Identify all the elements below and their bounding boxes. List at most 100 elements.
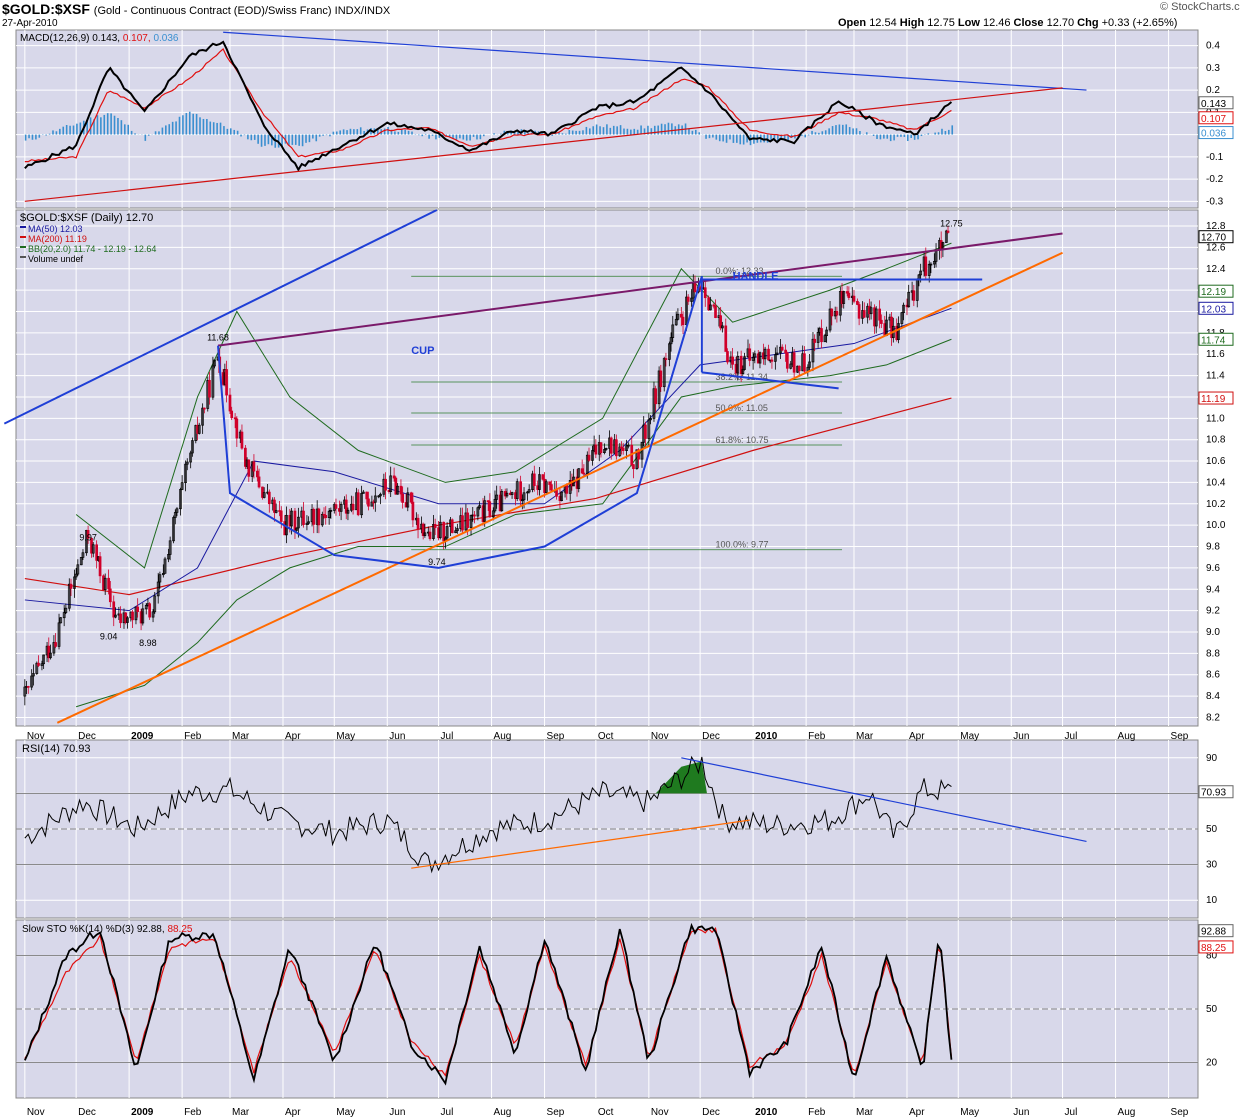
macd-histogram-bar bbox=[178, 116, 181, 135]
macd-histogram-bar bbox=[818, 132, 820, 135]
macd-histogram-bar bbox=[657, 125, 659, 135]
macd-histogram-bar bbox=[636, 129, 639, 135]
macd-histogram-bar bbox=[705, 134, 707, 139]
price-candle-body bbox=[686, 296, 690, 302]
macd-histogram-bar bbox=[913, 134, 916, 140]
price-candle-body bbox=[302, 510, 305, 525]
macd-histogram-bar bbox=[284, 134, 287, 144]
price-candle-body bbox=[932, 261, 936, 265]
macd-histogram-bar bbox=[773, 134, 776, 141]
fib-level-label: 61.8%: 10.75 bbox=[716, 435, 769, 445]
price-candle-body bbox=[690, 297, 693, 302]
price-candle-body bbox=[874, 308, 878, 327]
x-axis-label: Mar bbox=[856, 1107, 874, 1118]
price-candle-body bbox=[647, 419, 651, 439]
macd-histogram-bar bbox=[568, 130, 571, 135]
x-axis-label: Jul bbox=[1065, 731, 1078, 742]
macd-histogram-bar bbox=[824, 130, 827, 135]
price-candle-body bbox=[156, 581, 160, 597]
price-candle-body bbox=[62, 612, 66, 619]
x-axis-label: Dec bbox=[78, 1107, 96, 1118]
macd-histogram-bar bbox=[195, 113, 198, 135]
price-candle-body bbox=[520, 499, 524, 502]
price-ytick-label: 9.0 bbox=[1206, 627, 1220, 638]
price-legend-swatch bbox=[20, 256, 26, 258]
x-axis-label: Aug bbox=[494, 731, 512, 742]
price-candle-body bbox=[495, 494, 499, 500]
price-candle-body bbox=[603, 449, 606, 453]
x-axis-label: Jun bbox=[1013, 731, 1029, 742]
price-candle-body bbox=[897, 323, 900, 340]
macd-histogram-bar bbox=[96, 115, 99, 135]
price-candle-body bbox=[401, 493, 405, 503]
price-tag-box bbox=[1198, 391, 1234, 405]
price-candle-body bbox=[541, 474, 545, 480]
x-axis-label: Jul bbox=[441, 1107, 454, 1118]
price-candle-body bbox=[91, 544, 95, 554]
rsi-tag: 70.93 bbox=[1201, 788, 1226, 799]
price-candle-body bbox=[803, 353, 806, 372]
pattern-label: HANDLE bbox=[733, 270, 779, 282]
macd-histogram-bar bbox=[24, 134, 27, 141]
price-candle-body bbox=[163, 558, 167, 574]
macd-ytick-label: -0.2 bbox=[1206, 174, 1224, 185]
price-candle-body bbox=[351, 503, 355, 511]
rsi-ytick-label: 50 bbox=[1206, 824, 1218, 835]
macd-histogram-bar bbox=[100, 117, 102, 135]
macd-histogram-bar bbox=[305, 134, 307, 143]
x-axis-label: Sep bbox=[1171, 731, 1189, 742]
price-candle-body bbox=[491, 510, 495, 518]
macd-histogram-bar bbox=[161, 127, 164, 135]
macd-histogram-bar bbox=[445, 134, 447, 136]
macd-histogram-bar bbox=[725, 134, 728, 143]
price-candle-body bbox=[852, 295, 856, 302]
price-candle-body bbox=[47, 645, 51, 659]
macd-histogram-bar bbox=[387, 126, 389, 135]
price-candle-body bbox=[461, 515, 464, 531]
macd-histogram-bar bbox=[147, 134, 150, 136]
price-candle-body bbox=[519, 481, 522, 501]
price-candle-body bbox=[379, 493, 382, 497]
price-candle-body bbox=[433, 524, 437, 529]
price-candle-body bbox=[739, 355, 743, 375]
price-candle-body bbox=[476, 507, 480, 517]
price-candle-body bbox=[560, 491, 563, 501]
price-ytick-label: 8.8 bbox=[1206, 648, 1220, 659]
macd-histogram-bar bbox=[619, 125, 622, 135]
macd-histogram-bar bbox=[301, 134, 304, 147]
price-candle-body bbox=[644, 424, 647, 439]
macd-histogram-bar bbox=[831, 126, 834, 135]
macd-histogram-bar bbox=[31, 134, 34, 140]
macd-histogram-bar bbox=[595, 124, 598, 135]
macd-ytick-label: -0.3 bbox=[1206, 196, 1224, 207]
x-axis-label: Aug bbox=[494, 1107, 512, 1118]
price-candle-body bbox=[411, 501, 415, 521]
price-candle-body bbox=[527, 489, 531, 493]
price-candle-body bbox=[184, 463, 187, 484]
macd-histogram-bar bbox=[814, 132, 817, 135]
macd-histogram-bar bbox=[469, 134, 471, 141]
price-candle-body bbox=[312, 509, 316, 525]
macd-histogram-bar bbox=[38, 134, 41, 138]
macd-histogram-bar bbox=[318, 134, 321, 137]
macd-histogram-bar bbox=[28, 134, 30, 139]
price-candle-body bbox=[191, 440, 194, 454]
macd-histogram-bar bbox=[783, 134, 786, 140]
macd-panel-bg bbox=[15, 29, 1199, 209]
macd-histogram-bar bbox=[452, 134, 454, 139]
price-candle-body bbox=[293, 510, 297, 531]
macd-histogram-bar bbox=[315, 134, 318, 142]
price-legend-entry: MA(200) 11.19 bbox=[28, 234, 87, 244]
price-candle-body bbox=[98, 556, 102, 577]
price-candle-body bbox=[103, 577, 107, 590]
price-candle-body bbox=[478, 505, 481, 509]
price-candle-body bbox=[197, 424, 201, 434]
macd-histogram-bar bbox=[229, 128, 232, 135]
price-candle-body bbox=[555, 489, 558, 497]
bollinger-lower-band bbox=[75, 338, 952, 708]
macd-histogram-bar bbox=[335, 131, 338, 135]
price-candle-body bbox=[669, 337, 673, 345]
macd-histogram-bar bbox=[623, 128, 625, 135]
x-axis-label: Apr bbox=[285, 1107, 301, 1118]
macd-histogram-bar bbox=[616, 126, 618, 135]
